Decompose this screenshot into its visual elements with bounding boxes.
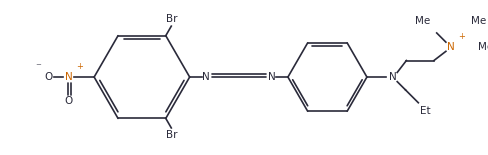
- Text: Et: Et: [419, 106, 430, 115]
- Text: Me: Me: [414, 16, 429, 26]
- Text: N: N: [202, 72, 210, 82]
- Text: Br: Br: [166, 130, 178, 140]
- Text: +: +: [457, 32, 464, 41]
- Text: Me: Me: [470, 16, 485, 26]
- Text: O: O: [44, 72, 52, 82]
- Text: N: N: [267, 72, 275, 82]
- Text: Me: Me: [477, 42, 488, 52]
- Text: N: N: [446, 42, 453, 52]
- Text: ⁻: ⁻: [35, 62, 41, 72]
- Text: O: O: [64, 96, 72, 106]
- Text: N: N: [388, 72, 396, 82]
- Text: N: N: [64, 72, 72, 82]
- Text: Br: Br: [166, 14, 178, 24]
- Text: +: +: [76, 62, 82, 71]
